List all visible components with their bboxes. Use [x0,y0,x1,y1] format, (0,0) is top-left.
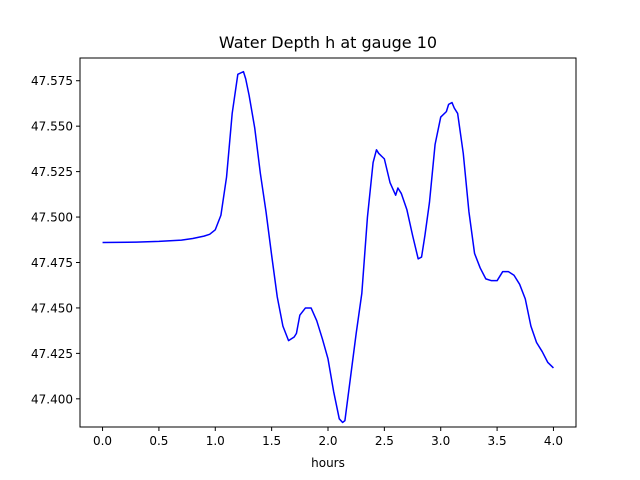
x-tick-label: 2.0 [318,434,337,448]
x-tick-label: 2.5 [375,434,394,448]
x-axis-label: hours [311,456,345,470]
x-tick-label: 0.5 [149,434,168,448]
y-tick-label: 47.575 [31,74,73,88]
x-tick-label: 1.0 [206,434,225,448]
y-tick-label: 47.550 [31,120,73,134]
y-tick-label: 47.450 [31,301,73,315]
y-axis: 47.400 47.425 47.450 47.475 47.500 47.525 47.5… [31,74,80,406]
chart-title: Water Depth h at gauge 10 [219,33,437,52]
y-tick-label: 47.500 [31,211,73,225]
x-tick-label: 0.0 [93,434,112,448]
x-axis: 0.0 0.5 1.0 1.5 2.0 2.5 3.0 3.5 4.0 [93,427,563,448]
y-tick-label: 47.525 [31,165,73,179]
x-tick-label: 3.5 [488,434,507,448]
plot-frame [79,57,577,428]
series-line [102,70,554,424]
x-tick-label: 1.5 [262,434,281,448]
plot-area [102,70,554,424]
y-tick-label: 47.425 [31,347,73,361]
y-tick-label: 47.475 [31,256,73,270]
x-tick-label: 3.0 [431,434,450,448]
y-tick-label: 47.400 [31,392,73,406]
x-tick-label: 4.0 [544,434,563,448]
